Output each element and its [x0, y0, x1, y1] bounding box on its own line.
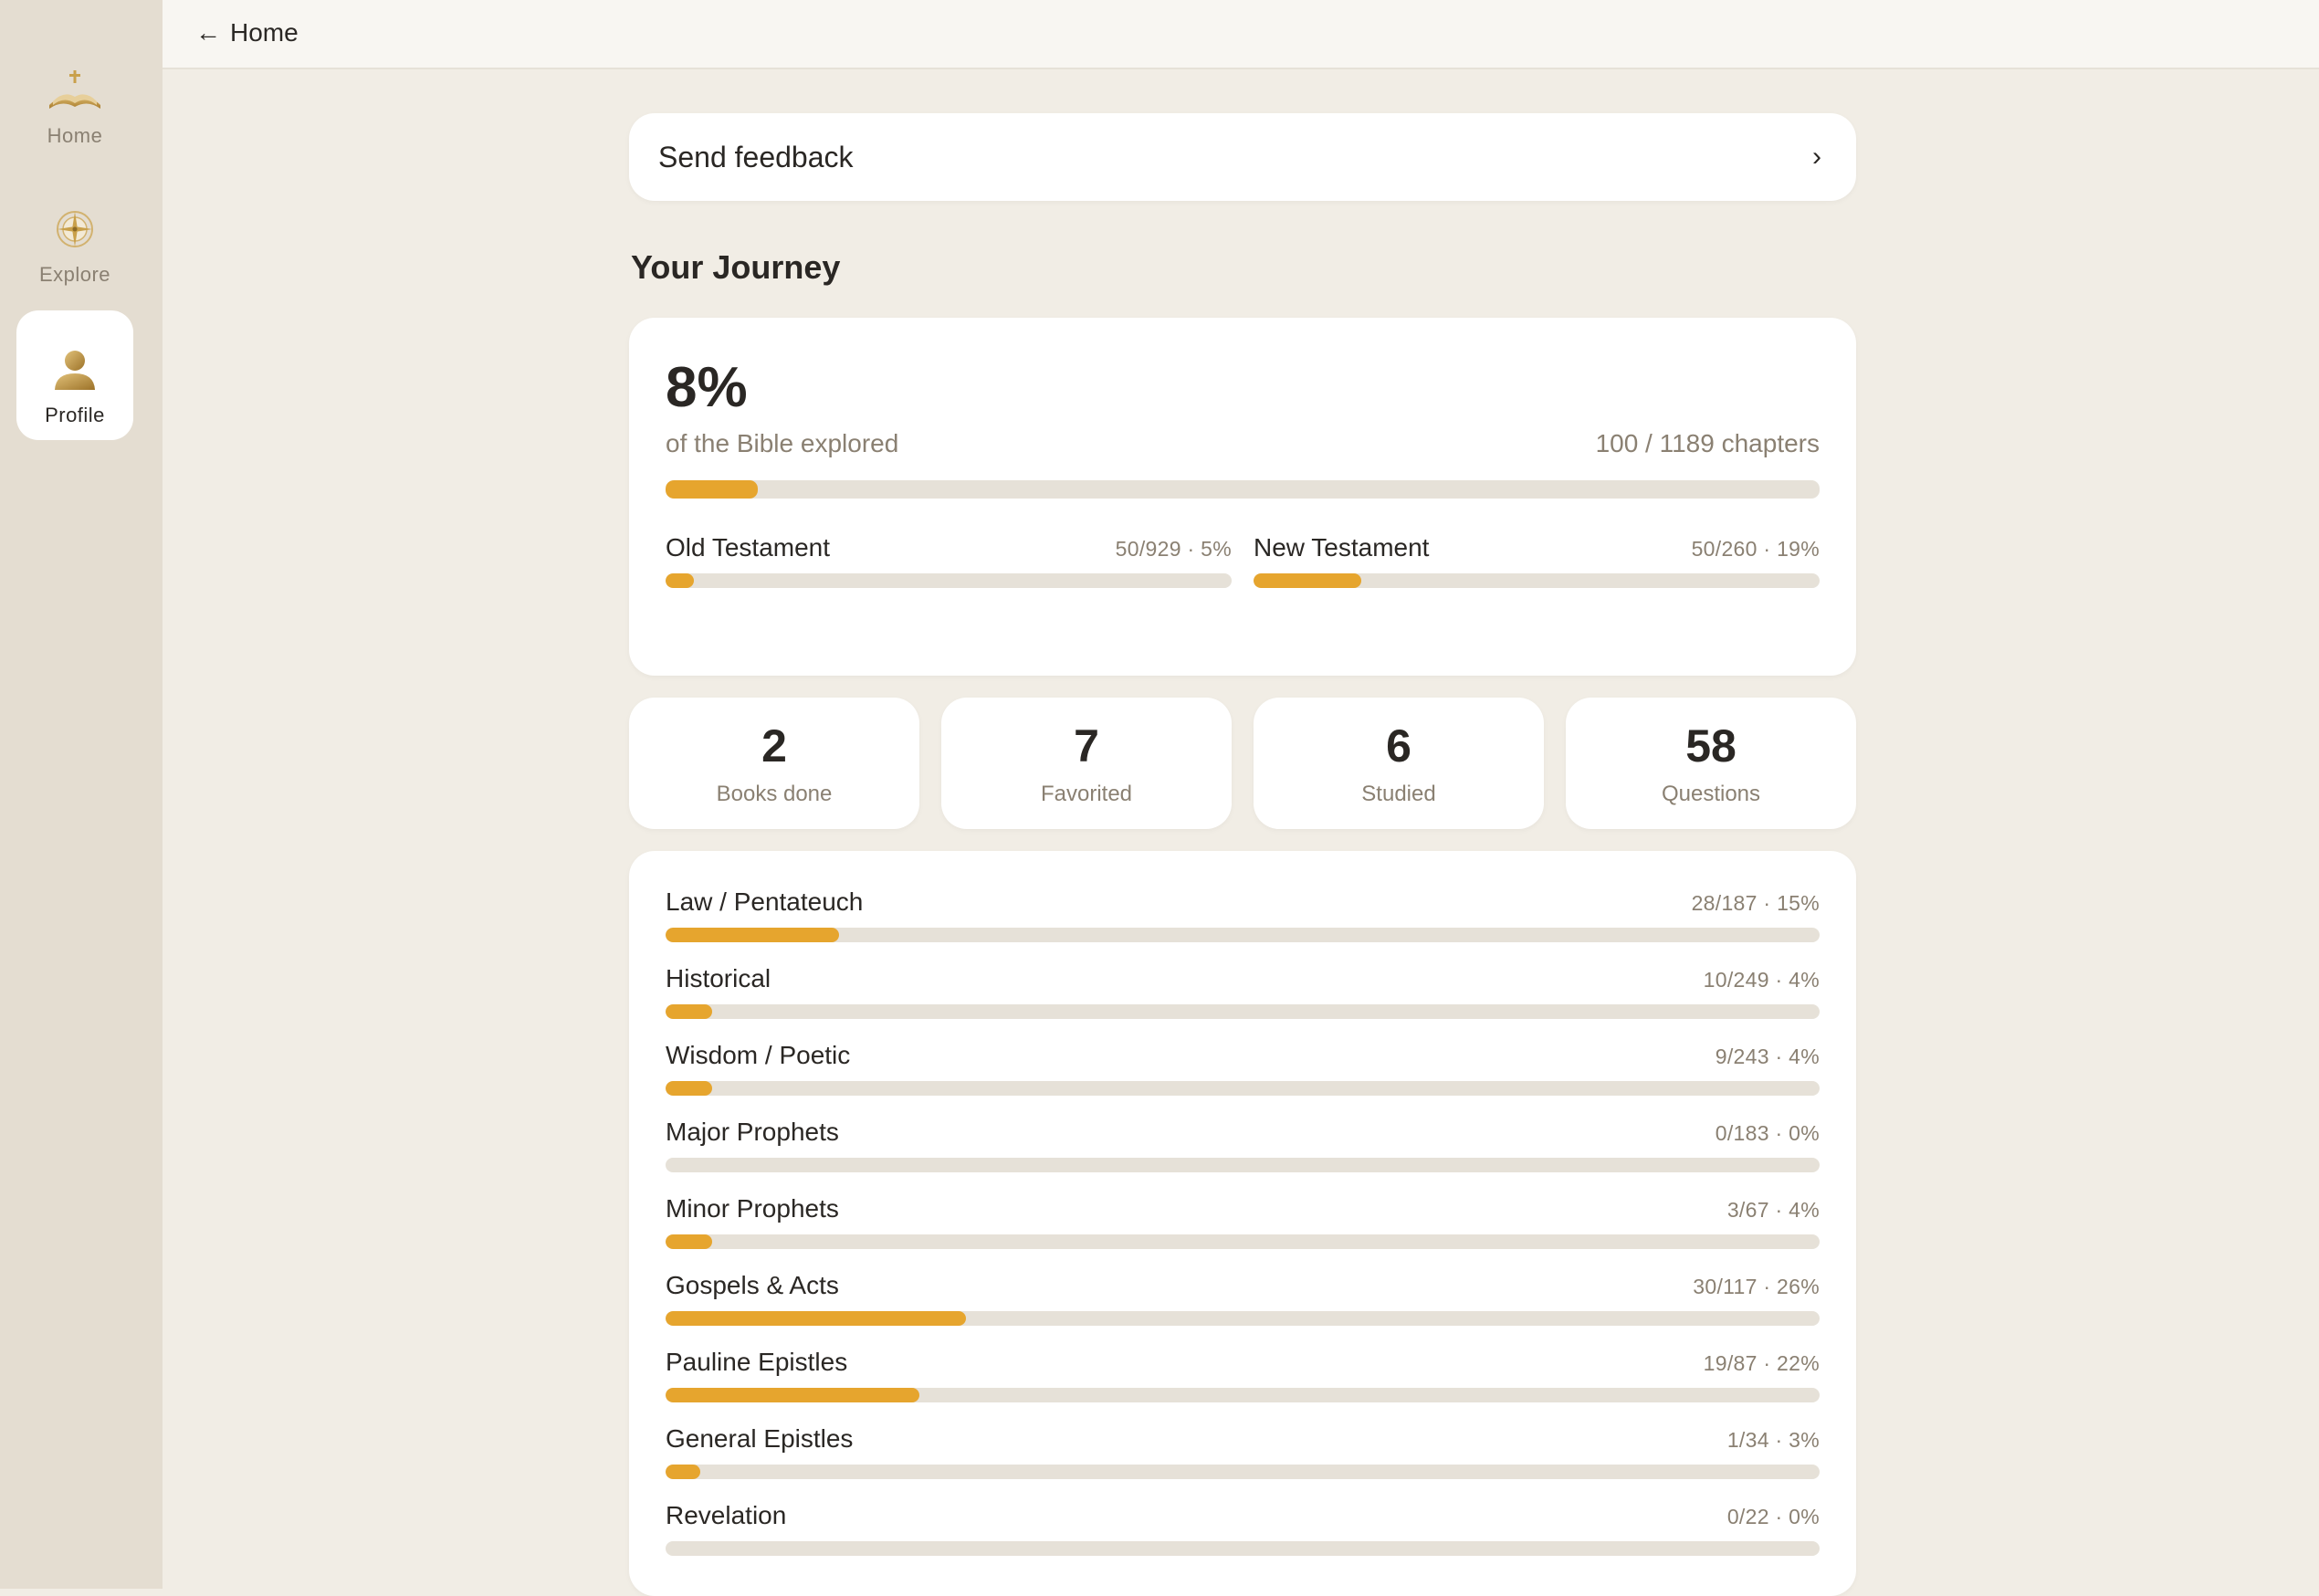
category-row: Historical 10/249 · 4% — [666, 964, 1820, 1041]
progress-bar — [666, 1004, 1820, 1019]
stat-value: 2 — [761, 720, 787, 772]
back-home-button[interactable]: ← Home — [195, 18, 299, 47]
category-stat: 1/34 · 3% — [1726, 1428, 1820, 1452]
progress-bar — [666, 1388, 1820, 1402]
progress-bar — [666, 928, 1820, 942]
category-name: Historical — [666, 964, 771, 992]
category-stat: 30/117 · 26% — [1693, 1275, 1820, 1298]
stat-label: Books done — [716, 782, 833, 806]
progress-bar — [666, 1081, 1820, 1096]
compass-icon — [46, 206, 104, 252]
progress-bar — [666, 1311, 1820, 1326]
progress-fill — [666, 1234, 712, 1249]
stat-label: Studied — [1361, 782, 1436, 806]
category-row: General Epistles 1/34 · 3% — [666, 1424, 1820, 1501]
sidebar-item-explore[interactable]: Explore — [16, 170, 133, 299]
category-name: Law / Pentateuch — [666, 887, 864, 916]
testament-name: Old Testament — [666, 533, 831, 562]
category-name: Minor Prophets — [666, 1194, 839, 1223]
overall-subtitle: of the Bible explored — [666, 429, 899, 457]
arrow-left-icon: ← — [195, 18, 221, 47]
chapters-count: 100 / 1189 chapters — [1595, 429, 1820, 457]
sidebar-item-home[interactable]: Home — [16, 31, 133, 161]
category-row: Wisdom / Poetic 9/243 · 4% — [666, 1041, 1820, 1118]
category-stat: 19/87 · 22% — [1703, 1351, 1820, 1375]
sidebar-item-label: Home — [47, 124, 103, 147]
journey-card: 8% of the Bible explored 100 / 1189 chap… — [629, 318, 1856, 676]
old-testament-progress: Old Testament 50/929 · 5% — [666, 533, 1232, 588]
sidebar-item-label: Explore — [38, 263, 111, 286]
overall-progress-bar — [666, 480, 1820, 499]
stat-books-done: 2 Books done — [629, 698, 919, 829]
category-stat: 3/67 · 4% — [1726, 1198, 1820, 1222]
testament-name: New Testament — [1254, 533, 1430, 562]
category-row: Pauline Epistles 19/87 · 22% — [666, 1348, 1820, 1424]
category-stat: 28/187 · 15% — [1691, 891, 1820, 915]
stat-label: Questions — [1661, 782, 1761, 806]
category-name: Major Prophets — [666, 1118, 839, 1146]
progress-fill — [666, 573, 694, 588]
stat-label: Favorited — [1040, 782, 1133, 806]
stat-value: 58 — [1685, 720, 1737, 772]
category-row: Minor Prophets 3/67 · 4% — [666, 1194, 1820, 1271]
new-testament-progress: New Testament 50/260 · 19% — [1254, 533, 1820, 588]
sidebar-item-profile[interactable]: Profile — [16, 310, 133, 440]
progress-bar — [666, 1541, 1820, 1556]
category-row: Major Prophets 0/183 · 0% — [666, 1118, 1820, 1194]
category-stat: 0/183 · 0% — [1715, 1121, 1820, 1145]
category-stat: 9/243 · 4% — [1715, 1045, 1820, 1068]
progress-bar — [666, 1158, 1820, 1172]
progress-bar — [666, 573, 1232, 588]
stat-favorited: 7 Favorited — [941, 698, 1232, 829]
progress-fill — [666, 1465, 700, 1479]
progress-fill — [666, 928, 839, 942]
stat-questions: 58 Questions — [1566, 698, 1856, 829]
progress-fill — [666, 1081, 712, 1096]
progress-fill — [666, 1311, 966, 1326]
send-feedback-label: Send feedback — [658, 140, 854, 173]
progress-fill — [666, 480, 759, 499]
top-bar: ← Home — [163, 0, 2319, 69]
category-name: Wisdom / Poetic — [666, 1041, 851, 1069]
main-content: Send feedback › Your Journey 8% of the B… — [629, 113, 1856, 1596]
open-bible-icon — [46, 68, 104, 113]
progress-fill — [666, 1004, 712, 1019]
section-title: Your Journey — [631, 248, 841, 286]
category-row: Gospels & Acts 30/117 · 26% — [666, 1271, 1820, 1348]
overall-percent: 8% — [666, 356, 748, 419]
category-name: Revelation — [666, 1501, 787, 1529]
testament-stat: 50/929 · 5% — [1115, 537, 1232, 561]
category-name: Pauline Epistles — [666, 1348, 848, 1376]
progress-fill — [666, 1388, 920, 1402]
category-row: Law / Pentateuch 28/187 · 15% — [666, 887, 1820, 964]
category-stat: 10/249 · 4% — [1703, 968, 1820, 992]
stat-studied: 6 Studied — [1254, 698, 1544, 829]
chevron-right-icon: › — [1812, 142, 1821, 172]
category-progress-card: Law / Pentateuch 28/187 · 15% Historical… — [629, 851, 1856, 1596]
category-name: Gospels & Acts — [666, 1271, 839, 1299]
back-label: Home — [230, 18, 299, 47]
send-feedback-button[interactable]: Send feedback › — [629, 113, 1856, 201]
progress-fill — [1254, 573, 1361, 588]
category-name: General Epistles — [666, 1424, 854, 1453]
person-icon — [46, 347, 104, 393]
progress-bar — [666, 1234, 1820, 1249]
stats-row: 2 Books done 7 Favorited 6 Studied 58 Qu… — [629, 698, 1856, 829]
progress-bar — [1254, 573, 1820, 588]
category-stat: 0/22 · 0% — [1726, 1505, 1820, 1528]
category-row: Revelation 0/22 · 0% — [666, 1501, 1820, 1578]
sidebar: Home Explore Pro — [0, 0, 163, 1589]
sidebar-item-label: Profile — [45, 404, 105, 426]
stat-value: 6 — [1386, 720, 1411, 772]
progress-bar — [666, 1465, 1820, 1479]
stat-value: 7 — [1074, 720, 1099, 772]
testament-stat: 50/260 · 19% — [1691, 537, 1820, 561]
